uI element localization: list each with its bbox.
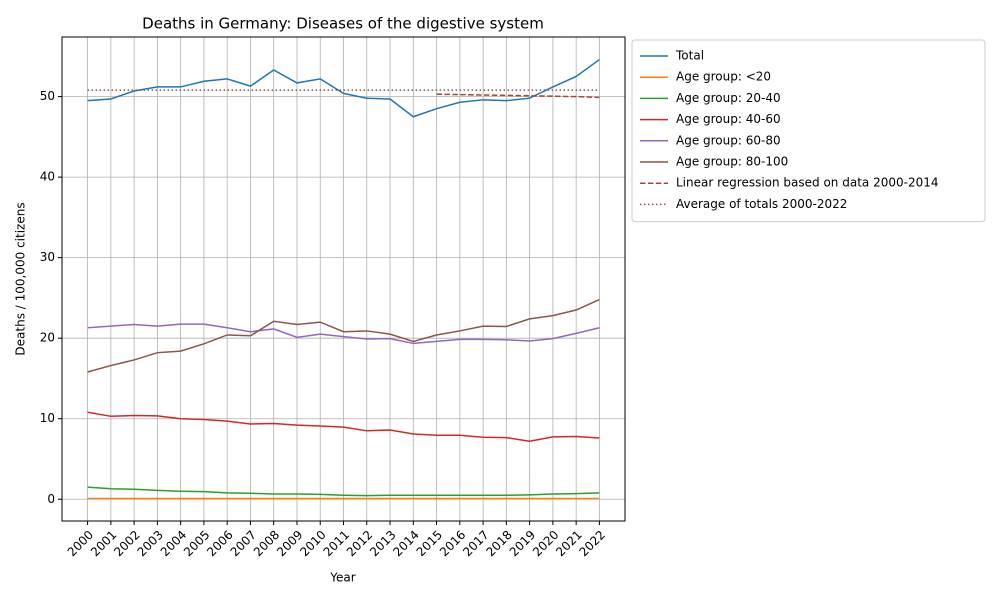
- legend-label: Age group: 60-80: [676, 133, 781, 147]
- x-tick-label: 2005: [181, 528, 212, 559]
- x-tick-label: 2000: [65, 528, 96, 559]
- x-tick-label: 2007: [228, 528, 259, 559]
- y-axis-label: Deaths / 100,000 citizens: [14, 202, 28, 355]
- series-line: [87, 298, 600, 373]
- x-tick-label: 2001: [88, 528, 119, 559]
- x-tick-label: 2008: [251, 528, 282, 559]
- x-tick-label: 2013: [367, 528, 398, 559]
- series-line: [87, 323, 600, 345]
- series-line: [87, 486, 600, 497]
- legend-box: [631, 39, 986, 223]
- x-tick-label: 2012: [344, 528, 375, 559]
- y-tick-label: 0: [47, 492, 55, 506]
- x-tick-label: 2010: [297, 528, 328, 559]
- x-tick-label: 2009: [274, 528, 305, 559]
- y-tick-label: 30: [40, 250, 55, 264]
- x-tick-label: 2006: [204, 528, 235, 559]
- x-tick-label: 2011: [321, 528, 352, 559]
- x-tick-label: 2018: [483, 528, 514, 559]
- x-tick-label: 2017: [460, 528, 491, 559]
- plot-lines: [87, 58, 600, 500]
- legend: Total Age group: <20 Age group: 20-40 Age g…: [631, 39, 986, 223]
- legend-label: Linear regression based on data 2000-201…: [676, 176, 938, 190]
- x-tick-label: 2015: [414, 528, 445, 559]
- chart-title: Deaths in Germany: Diseases of the diges…: [142, 15, 544, 33]
- x-tick-label: 2004: [158, 528, 189, 559]
- x-tick-label: 2003: [134, 528, 165, 559]
- legend-label: Age group: 40-60: [676, 112, 781, 126]
- x-tick-label: 2021: [553, 528, 584, 559]
- series-line: [87, 411, 600, 443]
- x-tick-label: 2019: [507, 528, 538, 559]
- x-tick-label: 2014: [390, 528, 421, 559]
- series-line: [436, 93, 600, 99]
- legend-label: Age group: 20-40: [676, 91, 781, 105]
- grid: [62, 37, 625, 521]
- x-tick-label: 2016: [437, 528, 468, 559]
- x-tick-label: 2022: [577, 528, 608, 559]
- y-tick-label: 50: [40, 89, 55, 103]
- legend-label: Average of totals 2000-2022: [676, 197, 847, 211]
- y-tick-label: 20: [40, 331, 55, 345]
- y-tick-label: 40: [40, 170, 55, 184]
- y-tick-label: 10: [40, 411, 55, 425]
- x-axis-label: Year: [329, 571, 355, 585]
- x-tick-label: 2002: [111, 528, 142, 559]
- legend-label: Total: [675, 49, 704, 63]
- legend-label: Age group: <20: [676, 70, 771, 84]
- legend-label: Age group: 80-100: [676, 155, 788, 169]
- x-tick-label: 2020: [530, 528, 561, 559]
- series-line: [87, 58, 600, 118]
